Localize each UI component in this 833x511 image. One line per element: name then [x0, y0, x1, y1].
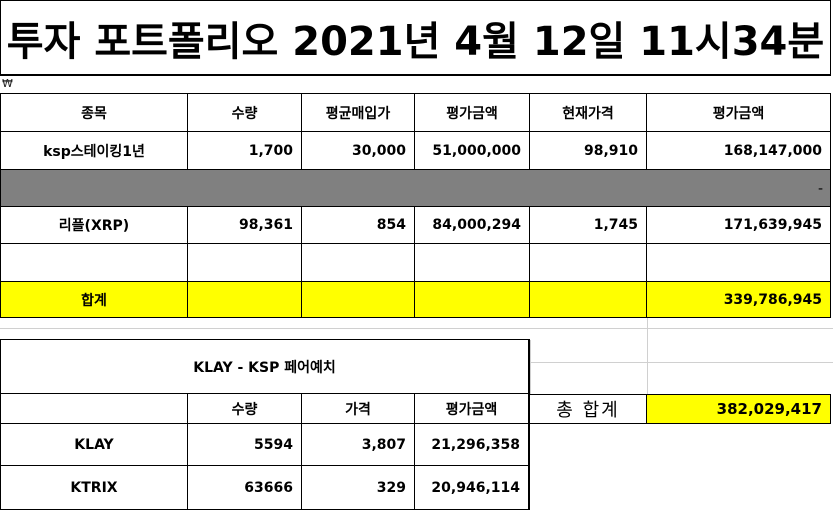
table-row-1-qty: 1,700: [188, 132, 302, 170]
table-row-3-qty: 98,361: [188, 207, 302, 244]
col-header-avg-price: 평균매입가: [302, 93, 415, 132]
total-avg-price: [302, 282, 415, 318]
grid-line: [530, 362, 833, 363]
separator-row-valuation: -: [817, 180, 823, 197]
total-label: 합계: [0, 282, 188, 318]
table-row-3-cost: 84,000,294: [415, 207, 530, 244]
table-row-empty-cost: [415, 244, 530, 282]
pair-table-title: KLAY - KSP 페어예치: [0, 339, 530, 394]
table-row-empty-valuation: [647, 244, 831, 282]
table-row-3-valuation: 171,639,945: [647, 207, 831, 244]
currency-symbol: ₩: [2, 77, 13, 90]
col-header-item: 종목: [0, 93, 188, 132]
table-row-1-avg-price: 30,000: [302, 132, 415, 170]
total-value: 339,786,945: [647, 282, 831, 318]
col-header-valuation: 평가금액: [647, 93, 831, 132]
pair-row-2-item: KTRIX: [0, 466, 188, 510]
pair-row-1-price: 3,807: [302, 424, 415, 466]
table-row-empty-avg-price: [302, 244, 415, 282]
table-row-empty-item: [0, 244, 188, 282]
pair-col-header-value: 평가금액: [415, 394, 530, 424]
grand-total-value: 382,029,417: [647, 394, 831, 424]
grid-line: [530, 340, 531, 395]
total-qty: [188, 282, 302, 318]
pair-row-2-value: 20,946,114: [415, 466, 530, 510]
table-row-empty-current-price: [530, 244, 647, 282]
pair-col-header-qty: 수량: [188, 394, 302, 424]
table-row-empty-qty: [188, 244, 302, 282]
grand-total-label: 총 합계: [530, 394, 647, 424]
table-row-1-current-price: 98,910: [530, 132, 647, 170]
total-cost: [415, 282, 530, 318]
col-header-current-price: 현재가격: [530, 93, 647, 132]
pair-row-1-qty: 5594: [188, 424, 302, 466]
table-row-1-cost: 51,000,000: [415, 132, 530, 170]
pair-row-1-value: 21,296,358: [415, 424, 530, 466]
table-row-1-item: ksp스테이킹1년: [0, 132, 188, 170]
table-row-3-avg-price: 854: [302, 207, 415, 244]
table-row-3-item: 리플(XRP): [0, 207, 188, 244]
pair-row-2-qty: 63666: [188, 466, 302, 510]
col-header-cost: 평가금액: [415, 93, 530, 132]
col-header-qty: 수량: [188, 93, 302, 132]
page-title: 투자 포트폴리오 2021년 4월 12일 11시34분: [0, 0, 831, 76]
separator-row: [0, 170, 831, 207]
pair-row-1-item: KLAY: [0, 424, 188, 466]
pair-row-2-price: 329: [302, 466, 415, 510]
total-current-price: [530, 282, 647, 318]
pair-col-header-price: 가격: [302, 394, 415, 424]
table-row-3-current-price: 1,745: [530, 207, 647, 244]
grid-line: [647, 318, 648, 395]
grid-line: [0, 328, 833, 329]
pair-col-header-item: [0, 394, 188, 424]
table-row-1-valuation: 168,147,000: [647, 132, 831, 170]
